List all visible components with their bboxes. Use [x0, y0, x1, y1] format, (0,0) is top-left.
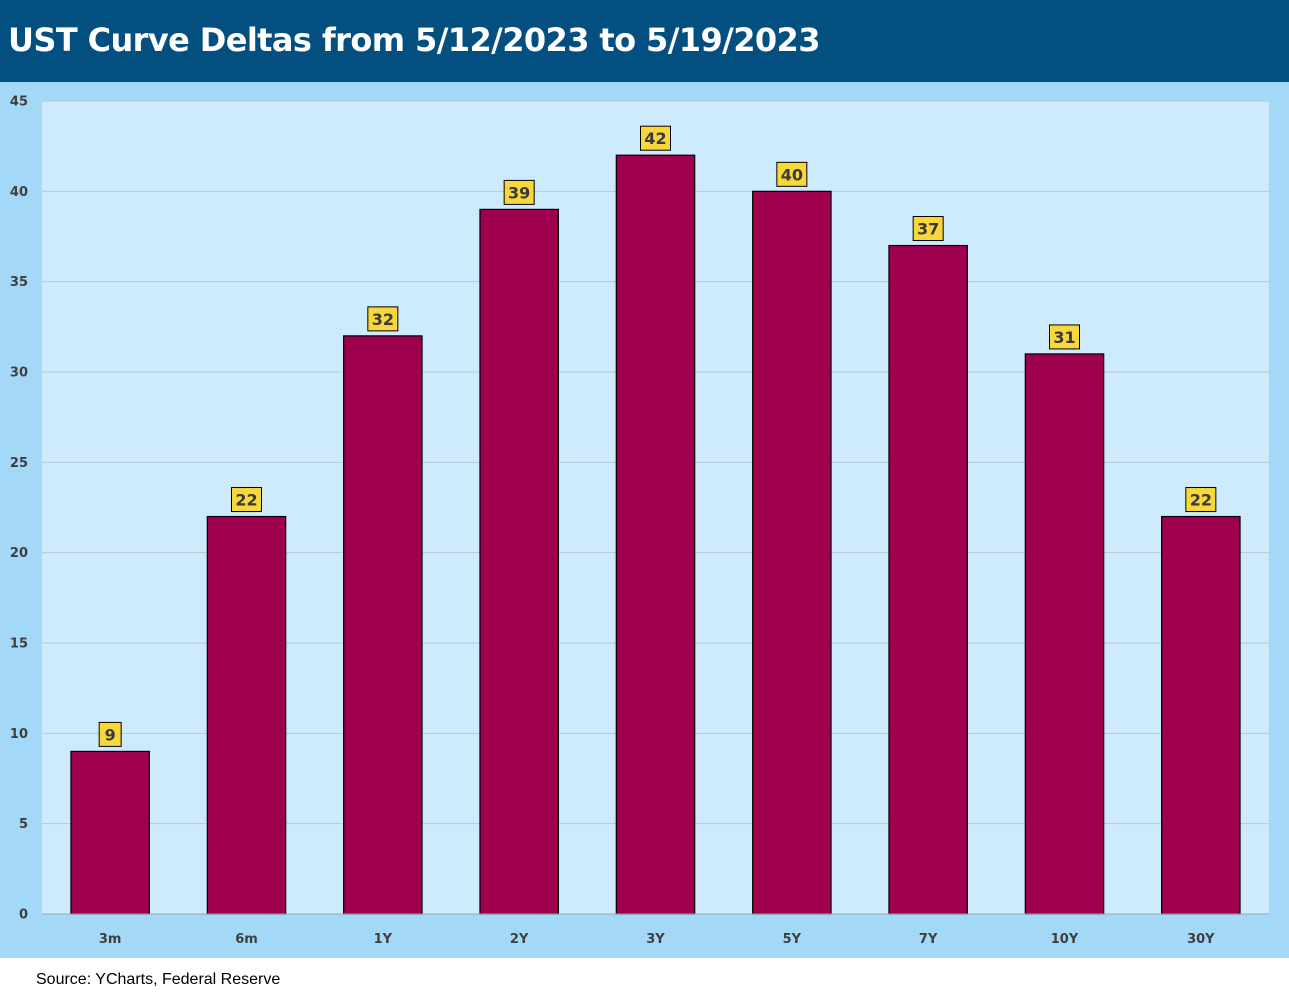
data-label: 32 — [372, 310, 394, 329]
bar-7Y — [888, 244, 968, 915]
title-bar: UST Curve Deltas from 5/12/2023 to 5/19/… — [0, 0, 1289, 82]
data-labels: 9 22 32 39 42 40 37 31 22 — [98, 125, 1217, 747]
data-label-box — [640, 125, 671, 151]
y-tick-label: 35 — [10, 275, 28, 290]
source-note: Source: YCharts, Federal Reserve — [36, 971, 281, 988]
x-tick-label: 3m — [99, 932, 122, 947]
data-label-box — [1049, 324, 1080, 350]
bar-3Y — [615, 154, 696, 915]
bar-3m — [70, 750, 150, 915]
bar-10Y — [1024, 353, 1105, 915]
x-tick-label: 6m — [235, 932, 258, 947]
y-tick-label: 25 — [10, 456, 28, 471]
data-label-box — [367, 306, 399, 332]
data-label-box — [776, 161, 808, 187]
y-tick-label: 5 — [19, 817, 28, 832]
data-label-box — [912, 216, 944, 242]
data-label: 22 — [1190, 491, 1212, 510]
source-bar — [0, 958, 1289, 1000]
y-tick-label: 40 — [10, 185, 28, 200]
bar-30Y — [1161, 515, 1241, 915]
data-label: 9 — [105, 725, 116, 744]
data-label-box — [503, 179, 535, 205]
chart-title: UST Curve Deltas from 5/12/2023 to 5/19/… — [8, 21, 820, 59]
y-tick-label: 45 — [10, 95, 28, 110]
data-label: 42 — [644, 129, 666, 148]
bars — [70, 154, 1241, 915]
data-label-box — [231, 487, 262, 513]
chart-container: 0 5 10 15 20 25 30 35 40 45 3m 6m 1Y 2Y 3Y 5Y 7Y 10Y 30Y … — [0, 82, 1289, 958]
data-label: 22 — [235, 491, 257, 510]
data-label: 40 — [781, 165, 803, 184]
x-tick-label: 30Y — [1187, 932, 1215, 947]
x-tick-label: 5Y — [783, 932, 802, 947]
bar-5Y — [752, 190, 832, 915]
y-tick-label: 15 — [10, 637, 28, 652]
data-label-box — [1185, 487, 1217, 513]
x-tick-label: 1Y — [374, 932, 393, 947]
y-tick-label: 30 — [10, 366, 28, 381]
bar-6m — [206, 515, 287, 915]
data-label: 39 — [508, 183, 530, 202]
y-tick-label: 10 — [10, 727, 28, 742]
data-label: 31 — [1053, 328, 1075, 347]
x-tick-label: 10Y — [1051, 932, 1079, 947]
y-tick-label: 0 — [19, 908, 28, 923]
data-label-box — [98, 721, 122, 747]
bar-1Y — [343, 335, 423, 915]
x-tick-label: 7Y — [919, 932, 938, 947]
bar-2Y — [479, 208, 559, 915]
x-tick-label: 3Y — [646, 932, 665, 947]
data-label: 37 — [917, 220, 939, 239]
y-tick-label: 20 — [10, 546, 28, 561]
x-tick-label: 2Y — [510, 932, 529, 947]
y-axis: 0 5 10 15 20 25 30 35 40 45 — [10, 95, 28, 923]
x-axis: 3m 6m 1Y 2Y 3Y 5Y 7Y 10Y 30Y — [42, 913, 1269, 947]
